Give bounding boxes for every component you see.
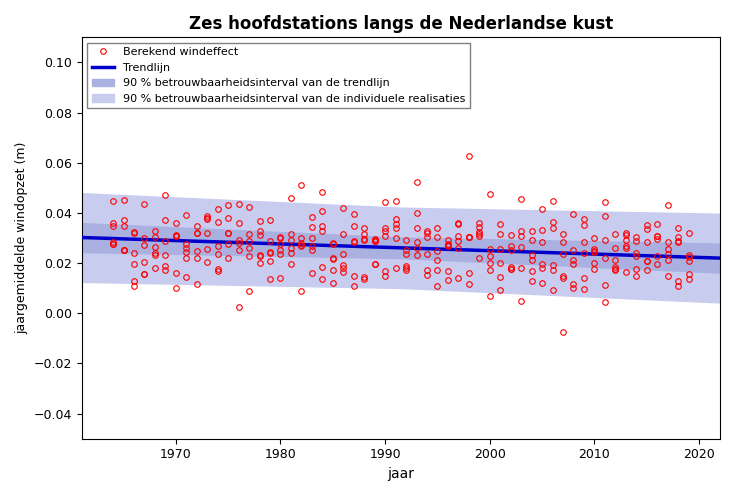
Trendlijn <box>455 247 464 252</box>
Trendlijn <box>79 235 88 241</box>
Y-axis label: jaargemiddelde windopzet (m): jaargemiddelde windopzet (m) <box>15 142 28 334</box>
Berekend windeffect <box>109 241 118 247</box>
Berekend windeffect <box>433 267 442 273</box>
Trendlijn <box>77 235 86 241</box>
Berekend windeffect <box>109 223 118 229</box>
Trendlijn <box>615 252 624 258</box>
Berekend windeffect <box>465 153 473 159</box>
Berekend windeffect <box>684 258 693 264</box>
Trendlijn <box>656 253 664 259</box>
Legend: Berekend windeffect, Trendlijn, 90 % betrouwbaarheidsinterval van de trendlijn, : Berekend windeffect, Trendlijn, 90 % bet… <box>87 43 470 109</box>
Trendlijn <box>468 247 477 253</box>
Trendlijn <box>457 247 466 253</box>
Trendlijn <box>716 255 725 261</box>
Title: Zes hoofdstations langs de Nederlandse kust: Zes hoofdstations langs de Nederlandse k… <box>189 15 613 33</box>
X-axis label: jaar: jaar <box>387 467 415 481</box>
Berekend windeffect <box>590 246 599 252</box>
Berekend windeffect <box>276 275 285 281</box>
Berekend windeffect <box>559 329 567 335</box>
Line: Berekend windeffect: Berekend windeffect <box>110 153 692 335</box>
Line: Trendlijn: Trendlijn <box>82 238 720 258</box>
Berekend windeffect <box>234 304 243 310</box>
Berekend windeffect <box>590 248 599 254</box>
